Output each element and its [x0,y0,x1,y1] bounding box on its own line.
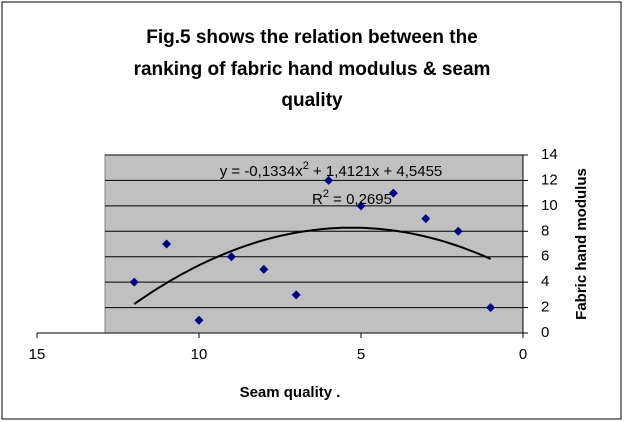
chart-title: ranking of fabric hand modulus & seam [134,59,491,80]
point [194,315,204,325]
trendline-equation-part: y = -0,1334x [220,163,303,180]
point [226,252,236,262]
trendline-r2-part: 2 [323,188,329,200]
trendline-r2-part: = 0,2695 [329,191,392,208]
point [421,214,431,224]
y-tick-label: 0 [541,324,549,341]
point [486,303,496,313]
point [356,201,366,211]
point [129,277,139,287]
trendline-equation-part: + 1,4121x + 4,5455 [309,163,442,180]
y-tick-label: 6 [541,248,549,265]
x-axis-title: Seam quality . [240,384,341,401]
x-tick-label: 15 [29,346,46,363]
point [291,290,301,300]
point [453,226,463,236]
point [162,239,172,249]
x-tick-label: 0 [519,346,527,363]
y-tick-label: 10 [541,197,558,214]
point [388,188,398,198]
y-tick-label: 8 [541,222,549,239]
trendline-equation-part: 2 [303,160,309,172]
y-tick-label: 14 [541,146,558,163]
chart-title: Fig.5 shows the relation between the [146,27,478,48]
trendline-equation: y = -0,1334x2 + 1,4121x + 4,5455 [220,160,443,180]
trendline [133,226,492,305]
x-tick-label: 5 [357,346,365,363]
point [324,175,334,185]
x-tick-label: 10 [191,346,208,363]
trendline-r2-part: R [312,191,323,208]
chart-title: quality [281,90,343,111]
y-tick-label: 12 [541,171,558,188]
y-tick-label: 4 [541,273,549,290]
trendline-r2: R2 = 0,2695 [312,188,392,208]
y-tick-label: 2 [541,299,549,316]
y-axis-title: Fabric hand modulus [573,168,590,320]
point [259,264,269,274]
